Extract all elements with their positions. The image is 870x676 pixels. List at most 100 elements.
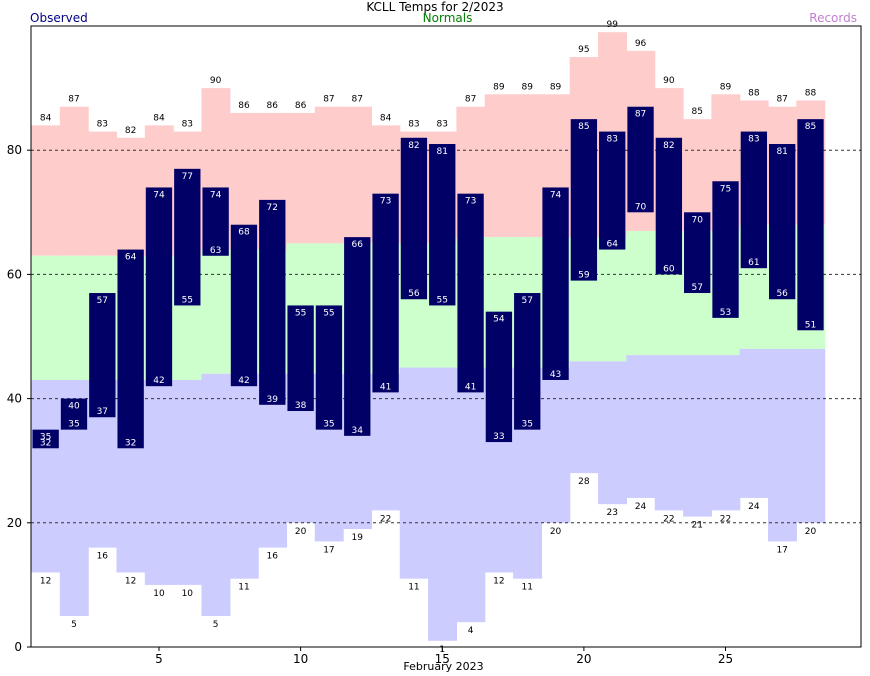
observed-bar	[627, 106, 654, 213]
observed-high-label: 72	[267, 203, 278, 213]
observed-bar	[457, 193, 484, 393]
record-low-band	[371, 373, 401, 511]
observed-high-label: 66	[352, 240, 364, 250]
y-tick-label: 60	[7, 267, 22, 281]
observed-bar	[570, 119, 598, 281]
record-low-label: 22	[720, 514, 731, 524]
observed-high-label: 68	[238, 228, 250, 238]
observed-high-label: 81	[437, 147, 448, 157]
record-high-label: 90	[663, 76, 675, 86]
observed-low-label: 35	[323, 420, 334, 430]
record-high-label: 89	[493, 82, 505, 92]
observed-low-label: 63	[210, 246, 221, 256]
record-low-band	[711, 355, 741, 511]
record-low-label: 22	[380, 514, 391, 524]
record-high-label: 89	[550, 82, 562, 92]
record-high-band	[59, 106, 89, 256]
observed-bar	[145, 187, 173, 387]
record-high-label: 87	[776, 95, 787, 105]
record-high-band	[88, 131, 118, 256]
record-low-label: 23	[606, 508, 617, 518]
record-low-label: 11	[238, 583, 249, 593]
record-low-label: 21	[691, 521, 702, 531]
observed-high-label: 85	[805, 122, 816, 132]
observed-high-label: 83	[748, 135, 759, 145]
observed-low-label: 70	[635, 202, 647, 212]
observed-low-label: 56	[776, 289, 788, 299]
record-high-label: 99	[606, 20, 618, 30]
record-low-label: 22	[663, 514, 674, 524]
observed-high-label: 57	[97, 296, 108, 306]
observed-low-label: 56	[408, 289, 420, 299]
record-high-label: 95	[578, 45, 589, 55]
x-tick-label: 10	[293, 652, 308, 666]
record-low-band	[31, 379, 61, 573]
x-axis-label: February 2023	[403, 660, 484, 673]
observed-low-label: 39	[267, 395, 279, 405]
record-high-label: 83	[408, 120, 419, 130]
record-low-band	[654, 355, 684, 511]
observed-high-label: 85	[578, 122, 589, 132]
record-high-label: 86	[238, 101, 250, 111]
record-high-band	[314, 106, 344, 244]
record-high-band	[31, 125, 61, 256]
record-low-label: 28	[578, 477, 590, 487]
observed-bars	[32, 106, 824, 449]
observed-bar	[684, 212, 711, 294]
record-low-label: 5	[213, 620, 219, 630]
observed-high-label: 75	[720, 184, 731, 194]
observed-high-label: 55	[323, 308, 334, 318]
record-low-label: 12	[125, 576, 136, 586]
y-tick-label: 20	[7, 516, 22, 530]
observed-low-label: 57	[691, 283, 702, 293]
observed-bar	[400, 137, 428, 300]
record-high-label: 86	[295, 101, 307, 111]
observed-bar	[259, 199, 286, 405]
x-tick-label: 25	[718, 652, 733, 666]
observed-high-label: 82	[663, 141, 674, 151]
record-high-band	[683, 119, 712, 231]
record-low-label: 5	[71, 620, 77, 630]
observed-bar	[117, 249, 144, 449]
observed-bar	[599, 131, 626, 250]
record-high-label: 83	[97, 120, 108, 130]
observed-low-label: 41	[465, 382, 476, 392]
record-low-label: 16	[267, 552, 279, 562]
record-low-label: 24	[635, 502, 647, 512]
observed-low-label: 32	[125, 438, 136, 448]
record-low-band	[598, 361, 627, 505]
normal-band	[31, 255, 61, 380]
record-low-label: 17	[323, 545, 334, 555]
legend-records: Records	[809, 11, 857, 25]
tick-labels: 0 20 40 60 80 5 10 15 20 25	[7, 143, 733, 666]
record-high-label: 84	[40, 113, 52, 123]
record-low-label: 17	[776, 545, 787, 555]
record-low-band	[683, 355, 712, 517]
record-high-label: 87	[323, 95, 334, 105]
record-high-label: 83	[182, 120, 193, 130]
record-low-band	[541, 367, 571, 523]
observed-high-label: 81	[776, 147, 787, 157]
record-low-band	[796, 348, 826, 523]
record-low-label: 10	[153, 589, 165, 599]
record-high-label: 96	[635, 39, 647, 49]
record-high-label: 88	[805, 89, 817, 99]
record-low-band	[739, 348, 769, 498]
observed-low-label: 60	[663, 264, 675, 274]
observed-high-label: 83	[606, 135, 617, 145]
observed-high-label: 54	[493, 315, 505, 325]
observed-bar	[230, 224, 258, 387]
normal-band	[201, 249, 231, 374]
record-low-band	[428, 367, 458, 641]
observed-bar	[372, 193, 399, 393]
observed-high-label: 77	[182, 172, 193, 182]
record-high-label: 90	[210, 76, 222, 86]
observed-high-label: 57	[522, 296, 533, 306]
observed-low-label: 35	[68, 420, 79, 430]
chart-title: KCLL Temps for 2/2023	[366, 0, 504, 14]
observed-low-label: 33	[493, 432, 504, 442]
y-tick-label: 0	[14, 640, 22, 654]
record-low-band	[229, 373, 259, 579]
observed-bar	[769, 143, 796, 300]
